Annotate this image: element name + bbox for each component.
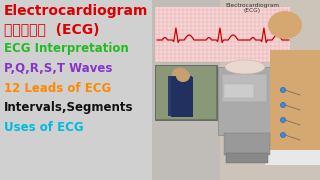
Bar (224, 133, 270, 155)
Text: Electrocardiogram: Electrocardiogram (225, 3, 279, 8)
Bar (220, 0, 320, 180)
Text: Uses of ECG: Uses of ECG (4, 121, 84, 134)
Text: 12 Leads of ECG: 12 Leads of ECG (4, 82, 111, 95)
Bar (224, 84, 254, 98)
Circle shape (281, 87, 285, 93)
Bar (171, 77, 193, 117)
Ellipse shape (268, 11, 302, 39)
Text: P,Q,R,S,T Waves: P,Q,R,S,T Waves (4, 62, 112, 75)
Bar (0, 0, 152, 180)
Text: Intervals,Segments: Intervals,Segments (4, 101, 133, 114)
Circle shape (281, 118, 285, 123)
Bar (155, 7, 290, 62)
Ellipse shape (172, 68, 188, 80)
Ellipse shape (225, 60, 265, 74)
Text: ECG Interpretation: ECG Interpretation (4, 42, 129, 55)
Bar (150, 0, 320, 180)
Circle shape (281, 102, 285, 107)
Bar (265, 130, 320, 165)
Bar (156, 66, 216, 119)
Bar (222, 74, 267, 102)
Bar (226, 153, 268, 163)
Ellipse shape (176, 70, 190, 82)
Text: हिंदी  (ECG): हिंदी (ECG) (4, 22, 100, 36)
Bar (218, 67, 273, 135)
Bar (168, 76, 192, 116)
Text: (ECG): (ECG) (244, 8, 260, 13)
Circle shape (281, 132, 285, 138)
Bar (270, 50, 320, 150)
Bar (155, 65, 217, 120)
Text: Electrocardiogram: Electrocardiogram (4, 4, 148, 18)
